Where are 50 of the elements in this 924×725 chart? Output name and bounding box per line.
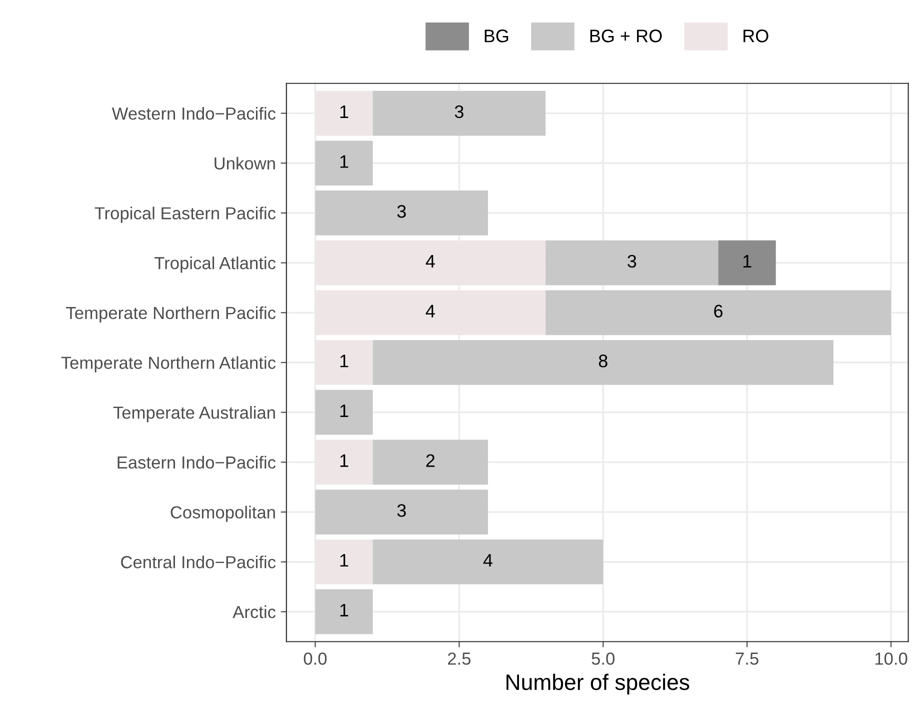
y-tick-label: Temperate Northern Atlantic — [61, 356, 276, 372]
y-tick-label: Unkown — [214, 156, 275, 170]
bar — [372, 440, 488, 485]
data-label: 8 — [598, 354, 608, 368]
data-label: 3 — [454, 105, 464, 118]
x-tick-label: 10.0 — [875, 652, 908, 665]
y-tick-label: Cosmopolitan — [170, 506, 275, 522]
bar — [372, 340, 834, 385]
data-label: 1 — [340, 604, 348, 616]
data-label: 1 — [340, 404, 348, 418]
data-label: 1 — [340, 155, 348, 168]
data-label: 4 — [426, 255, 435, 268]
data-label: 3 — [397, 205, 406, 218]
bar — [546, 240, 718, 286]
bar — [315, 490, 488, 534]
bar — [315, 140, 373, 186]
bar — [372, 539, 604, 584]
y-tick-label: Tropical Atlantic — [154, 256, 276, 273]
data-label: 2 — [426, 454, 434, 467]
data-label: 1 — [340, 106, 348, 118]
data-label: 4 — [483, 554, 492, 567]
y-tick-label: Temperate Australian — [113, 406, 275, 422]
y-tick-label: Temperate Northern Pacific — [66, 306, 276, 323]
x-tick-label: 5.0 — [592, 652, 615, 665]
bar — [315, 190, 488, 236]
bar — [546, 290, 892, 336]
x-tick-label: 0.0 — [304, 652, 327, 665]
data-label: 1 — [340, 354, 348, 368]
data-label: 3 — [628, 254, 636, 268]
data-label: 1 — [340, 554, 348, 567]
data-label: 3 — [397, 504, 406, 517]
data-label: 1 — [340, 454, 348, 467]
data-label: 1 — [743, 255, 752, 268]
bar — [315, 589, 373, 634]
data-label: 4 — [426, 304, 435, 318]
y-tick-label: Arctic — [232, 605, 276, 618]
legend-label: BG + RO — [590, 30, 662, 42]
data-label: 6 — [714, 304, 723, 318]
y-tick-label: Tropical Eastern Pacific — [94, 206, 276, 223]
x-axis-title: Number of species — [506, 674, 690, 694]
bar — [372, 90, 546, 136]
x-tick-label: 2.5 — [448, 652, 471, 665]
legend-label: BG — [484, 30, 508, 42]
y-tick-label: Eastern Indo−Pacific — [118, 456, 276, 469]
bar — [718, 240, 776, 286]
legend-label: RO — [744, 30, 768, 42]
x-tick-label: 7.5 — [736, 652, 758, 665]
y-tick-label: Western Indo−Pacific — [112, 106, 276, 120]
y-tick-label: Central Indo−Pacific — [121, 556, 276, 568]
bar — [315, 390, 373, 435]
